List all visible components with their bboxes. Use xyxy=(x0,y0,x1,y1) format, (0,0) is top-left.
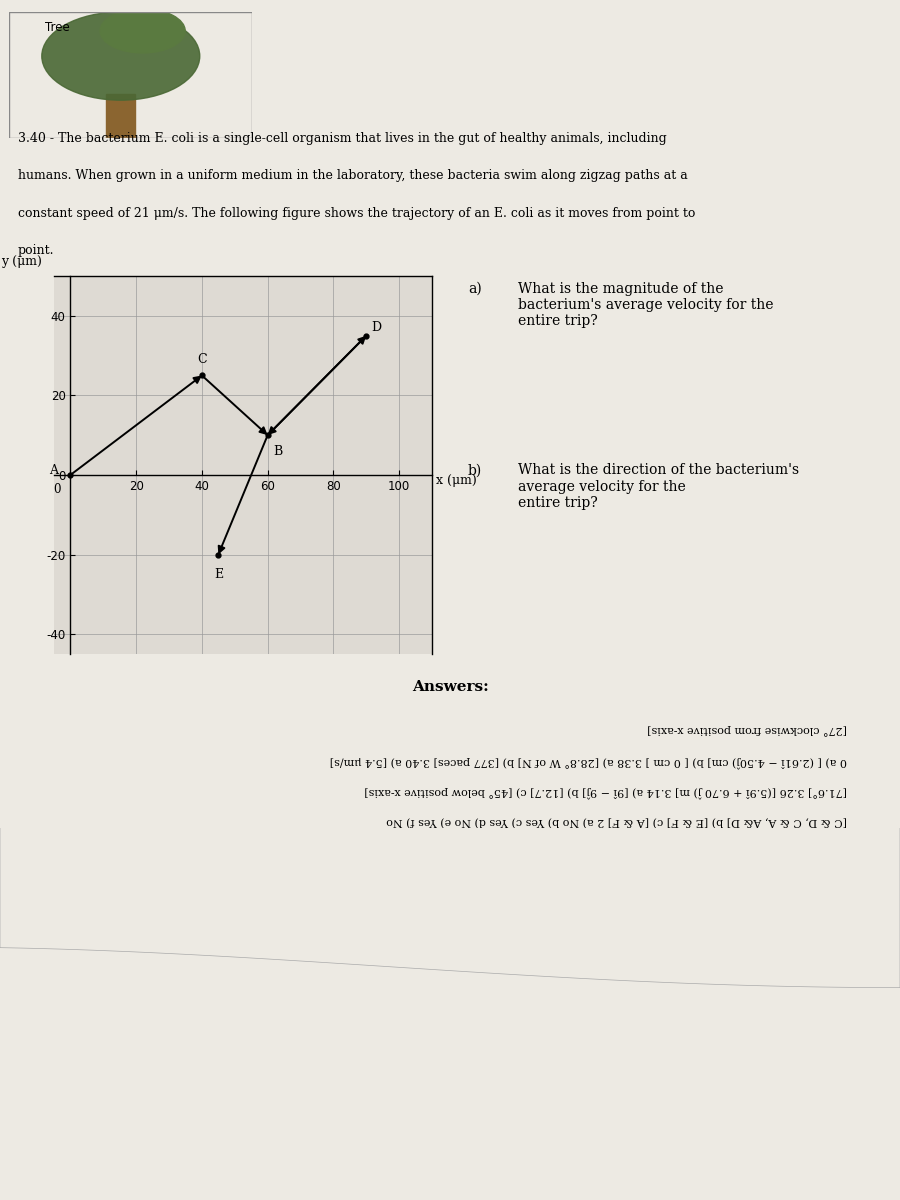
Text: What is the magnitude of the
bacterium's average velocity for the
entire trip?: What is the magnitude of the bacterium's… xyxy=(518,282,773,329)
Text: A: A xyxy=(50,464,58,478)
Text: B: B xyxy=(273,444,282,457)
Text: D: D xyxy=(371,322,382,335)
Text: [27° clockwise from positive x-axis]: [27° clockwise from positive x-axis] xyxy=(647,724,848,734)
Text: 0: 0 xyxy=(53,482,60,496)
Text: b): b) xyxy=(468,463,482,478)
Ellipse shape xyxy=(41,12,200,100)
Text: humans. When grown in a uniform medium in the laboratory, these bacteria swim al: humans. When grown in a uniform medium i… xyxy=(18,169,688,182)
Text: 3.40 - The bacterium E. coli is a single-cell organism that lives in the gut of : 3.40 - The bacterium E. coli is a single… xyxy=(18,132,667,145)
Text: point.: point. xyxy=(18,244,55,257)
Text: [71.6°] 3.26 [(5.9î + 6.70 ĵ) m] 3.14 a) [9î − 9ĵ] b) [12.7] c) [45° below posit: [71.6°] 3.26 [(5.9î + 6.70 ĵ) m] 3.14 a)… xyxy=(364,786,848,798)
Text: y (μm): y (μm) xyxy=(1,256,42,269)
Text: Answers:: Answers: xyxy=(411,680,489,694)
Text: What is the direction of the bacterium's
average velocity for the
entire trip?: What is the direction of the bacterium's… xyxy=(518,463,799,510)
Text: [C & D, C & A, A& D] b) [E & F] c) [A & F] 2 a) No b) Yes c) Yes d) No e) Yes f): [C & D, C & A, A& D] b) [E & F] c) [A & … xyxy=(387,816,848,827)
Text: x (μm): x (μm) xyxy=(436,474,476,487)
Ellipse shape xyxy=(100,8,185,53)
Text: 0 a) [ (2.61î − 4.50ĵ) cm] b) [ 0 cm ] 3.38 a) [28.8° W of N] b) [377 paces] 3.4: 0 a) [ (2.61î − 4.50ĵ) cm] b) [ 0 cm ] 3… xyxy=(330,756,848,768)
Text: Tree: Tree xyxy=(45,20,70,34)
Text: constant speed of 21 μm/s. The following figure shows the trajectory of an E. co: constant speed of 21 μm/s. The following… xyxy=(18,206,696,220)
Polygon shape xyxy=(0,824,900,988)
Text: C: C xyxy=(197,353,207,366)
Bar xyxy=(106,94,135,138)
Text: E: E xyxy=(214,568,223,581)
Text: a): a) xyxy=(468,282,482,296)
